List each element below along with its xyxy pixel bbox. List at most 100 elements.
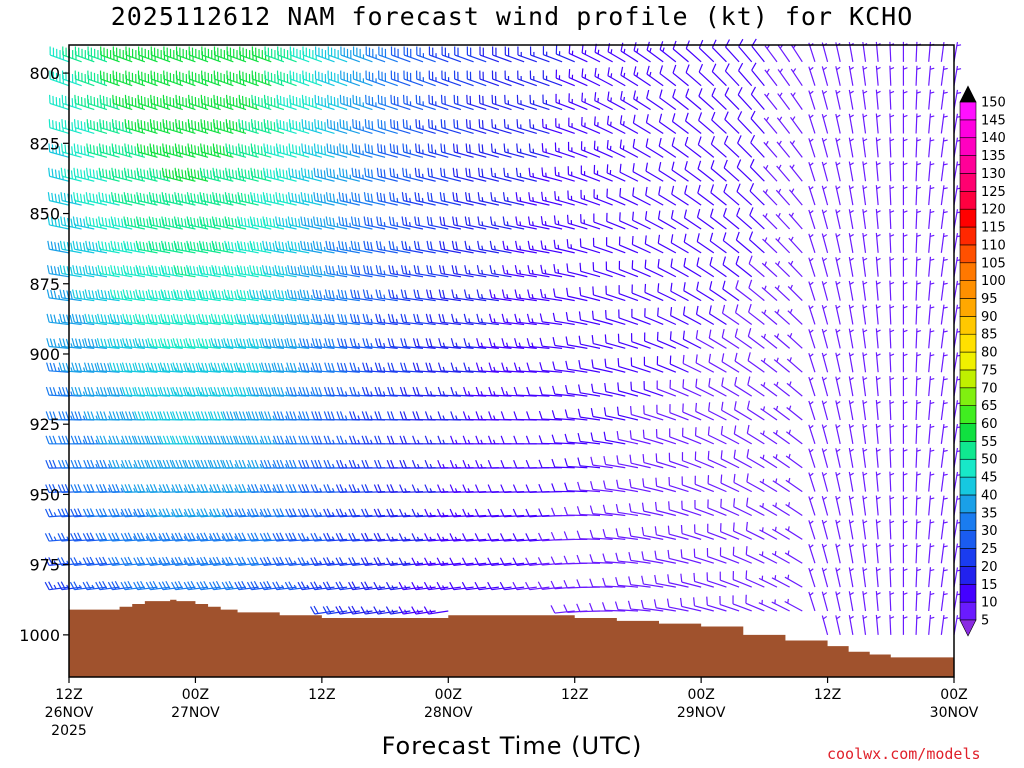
wind-barb (336, 362, 360, 373)
wind-barb (617, 333, 639, 349)
wind-barb (95, 580, 120, 591)
wind-barb (462, 508, 487, 518)
wind-barb (915, 185, 922, 206)
wind-barb (618, 260, 639, 278)
wind-barb (568, 117, 588, 135)
wind-barb (312, 289, 335, 302)
wind-barb (360, 581, 386, 591)
wind-barb (889, 256, 895, 277)
wind-barb (862, 256, 868, 277)
wind-barb (719, 571, 740, 588)
y-tick-label: 850 (29, 205, 60, 224)
wind-barb (479, 46, 500, 63)
wind-barb (300, 192, 322, 206)
wind-barb (487, 435, 512, 445)
wind-barb (681, 476, 702, 493)
wind-barb (462, 459, 487, 469)
wind-barb (327, 46, 348, 63)
wind-barb (928, 137, 935, 158)
wind-barb (525, 435, 550, 445)
wind-barb (499, 557, 525, 566)
wind-barb (311, 338, 335, 349)
wind-barb (808, 567, 816, 588)
wind-barb (350, 216, 373, 230)
wind-barb (771, 550, 790, 564)
wind-barb (297, 484, 322, 494)
wind-barb (97, 265, 120, 278)
wind-barb (774, 285, 791, 302)
wind-barb (412, 338, 436, 349)
wind-barb (607, 91, 626, 111)
wind-barb (707, 475, 727, 493)
wind-barb (711, 111, 727, 134)
wind-barb (463, 313, 487, 326)
wind-barb (449, 508, 474, 518)
wind-barb (474, 581, 499, 591)
wind-barb (698, 112, 715, 134)
wind-barb (566, 263, 588, 278)
wind-barb (274, 313, 297, 326)
wind-barb (439, 216, 462, 230)
wind-barb (889, 161, 895, 182)
colorbar-segment (959, 530, 977, 549)
wind-barb (542, 46, 563, 63)
wind-barb (759, 454, 778, 469)
wind-barb (940, 471, 948, 492)
wind-barb (835, 233, 841, 253)
wind-barb (875, 543, 881, 564)
wind-barb (490, 192, 512, 206)
wind-barb (221, 532, 247, 542)
wind-barb (668, 501, 689, 517)
wind-barb (60, 216, 82, 230)
wind-barb (835, 352, 841, 373)
wind-barb (85, 240, 108, 254)
terrain-surface (69, 599, 954, 677)
wind-barb (553, 215, 575, 230)
wind-barb (808, 496, 816, 516)
wind-barb (374, 435, 398, 445)
wind-barb (513, 459, 537, 469)
wind-barb (529, 70, 550, 87)
wind-barb (377, 119, 398, 135)
wind-barb (720, 425, 740, 445)
wind-barb (564, 482, 588, 493)
wind-barb (133, 435, 158, 445)
wind-barb (746, 497, 765, 517)
wind-barb (940, 352, 948, 373)
wind-barb (722, 256, 740, 278)
wind-barb (145, 580, 171, 591)
wind-barb (362, 338, 386, 349)
wind-barb (633, 90, 651, 111)
wind-barb (541, 167, 563, 182)
wind-barb (300, 216, 322, 230)
wind-barb (158, 508, 183, 518)
wind-barb (808, 233, 816, 254)
wind-barb (604, 358, 626, 373)
wind-barb (785, 502, 803, 516)
wind-barb (183, 556, 209, 566)
wind-barb (226, 46, 247, 63)
wind-barb (684, 112, 702, 134)
wind-barb (163, 70, 183, 87)
wind-barb (706, 596, 727, 612)
colorbar-label: 10 (981, 596, 998, 611)
wind-barb (542, 94, 563, 111)
wind-barb (628, 503, 651, 517)
wind-barb (808, 376, 816, 397)
wind-barb (158, 532, 183, 542)
wind-barb (654, 550, 676, 564)
wind-barb (656, 331, 677, 349)
wind-barb (889, 304, 895, 325)
wind-barb (502, 265, 525, 278)
wind-barb (733, 449, 753, 469)
wind-barb (122, 338, 145, 349)
wind-barb (234, 508, 259, 518)
wind-barb (411, 606, 436, 615)
wind-barb (694, 427, 715, 445)
wind-barb (751, 38, 765, 63)
wind-barb (221, 580, 247, 591)
wind-barb (287, 240, 310, 254)
wind-barb (287, 216, 310, 230)
wind-barb (261, 289, 285, 302)
wind-barb (186, 240, 209, 254)
